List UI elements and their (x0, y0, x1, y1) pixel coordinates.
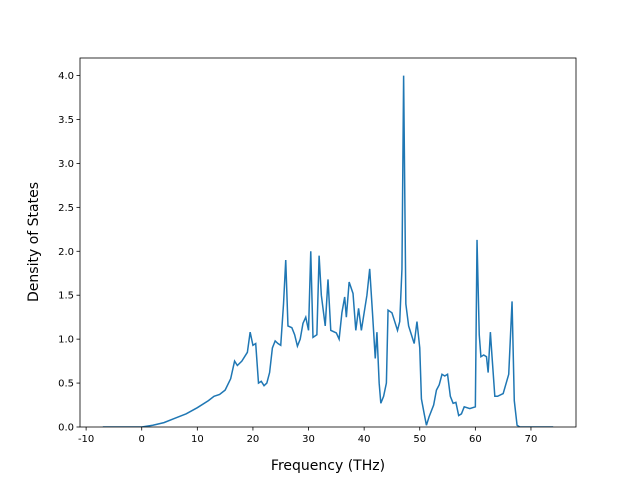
density-line (102, 75, 554, 427)
x-tick-label: 60 (469, 434, 482, 445)
y-tick-label: 4.0 (58, 71, 74, 82)
y-tick-label: 2.0 (58, 247, 74, 258)
y-tick-label: 0.0 (58, 423, 74, 434)
x-tick-label: -10 (78, 434, 94, 445)
y-tick-label: 0.5 (58, 379, 74, 390)
x-tick-label: 30 (302, 434, 315, 445)
x-tick-label: 20 (247, 434, 260, 445)
plot-frame (79, 57, 577, 428)
x-axis-label: Frequency (THz) (271, 458, 385, 474)
y-tick-label: 1.0 (58, 335, 74, 346)
y-tick-label: 2.5 (58, 203, 74, 214)
x-tick-label: 10 (191, 434, 204, 445)
x-tick-label: 40 (358, 434, 371, 445)
y-tick-label: 3.5 (58, 115, 74, 126)
y-tick-label: 1.5 (58, 291, 74, 302)
x-tick-label: 0 (139, 434, 145, 445)
y-tick-label: 3.0 (58, 159, 74, 170)
x-tick-label: 70 (525, 434, 538, 445)
x-tick-label: 50 (413, 434, 426, 445)
y-axis-label: Density of States (26, 182, 42, 302)
